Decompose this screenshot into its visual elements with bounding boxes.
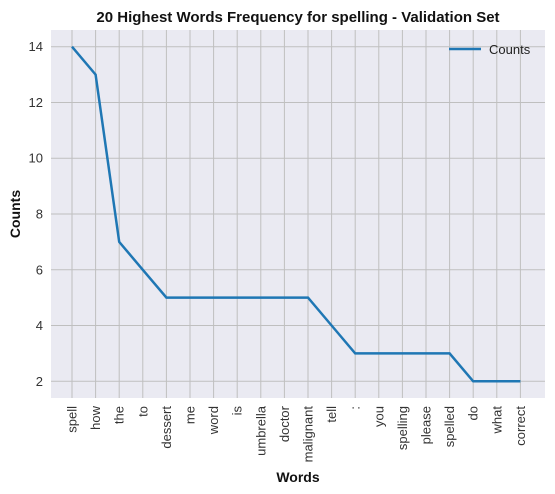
x-tick-label: me	[183, 406, 198, 424]
series-line-counts	[71, 45, 521, 383]
x-tick-label: is	[230, 406, 245, 416]
x-tick-label: spelled	[442, 406, 457, 447]
y-ticks: 2 4 6 8 10 12 14	[29, 39, 43, 389]
x-tick-label: spelling	[395, 406, 410, 450]
x-tick-label: doctor	[277, 405, 292, 442]
legend: Counts	[449, 42, 531, 57]
x-tick-label: tell	[324, 406, 339, 423]
y-tick-label: 12	[29, 95, 43, 110]
y-tick-label: 2	[36, 374, 43, 389]
x-axis-label: Words	[276, 469, 320, 485]
x-tick-label: to	[135, 406, 150, 417]
y-tick-label: 6	[36, 262, 43, 277]
x-tick-label: malignant	[301, 406, 316, 463]
x-tick-label: the	[112, 406, 127, 424]
x-tick-label: umbrella	[253, 405, 268, 456]
grid	[51, 30, 545, 398]
y-tick-label: 14	[29, 39, 43, 54]
x-tick-label: how	[88, 405, 103, 429]
legend-label: Counts	[489, 42, 531, 57]
y-tick-label: 8	[36, 207, 43, 222]
x-tick-label: spell	[65, 406, 80, 433]
y-tick-label: 4	[36, 318, 43, 333]
x-tick-label: do	[466, 406, 481, 420]
x-tick-label: you	[371, 406, 386, 427]
y-tick-label: 10	[29, 151, 43, 166]
x-tick-label: correct	[513, 406, 528, 446]
x-ticks: spell how the to dessert me word is umbrella doct…	[65, 405, 528, 462]
x-tick-label: dessert	[159, 406, 174, 449]
x-tick-label: :	[348, 406, 363, 410]
x-tick-label: please	[419, 406, 434, 444]
chart-title: 20 Highest Words Frequency for spelling …	[96, 9, 499, 26]
x-tick-label: word	[206, 406, 221, 435]
x-tick-label: what	[489, 406, 504, 435]
y-axis-label: Counts	[7, 190, 23, 238]
